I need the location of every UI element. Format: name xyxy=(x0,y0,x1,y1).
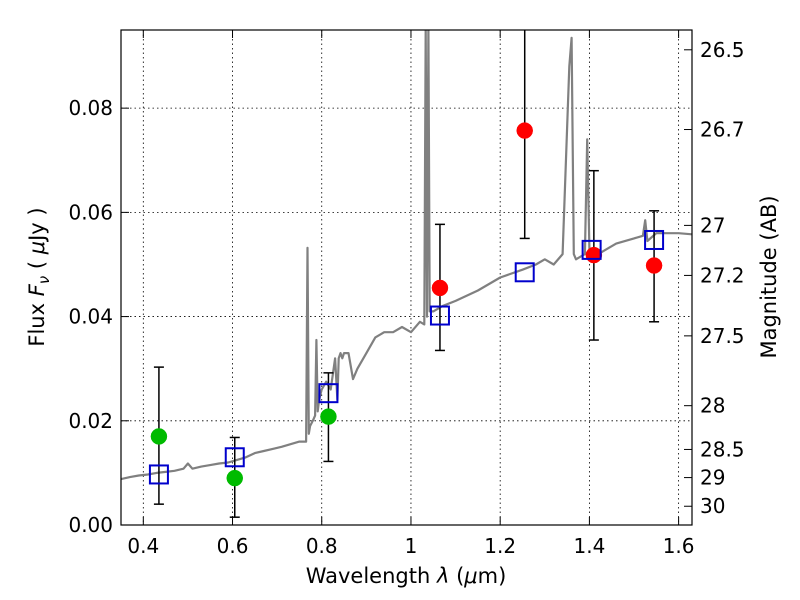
model-square xyxy=(224,447,245,468)
model-square xyxy=(318,383,339,404)
green-point xyxy=(150,428,168,445)
green-point xyxy=(226,469,244,487)
right-tick-label: 28 xyxy=(700,394,725,418)
axes: 0.4 0.6 0.8 1 1.2 1.4 1.6 0.00 0.02 0.04 0.06 0.08 2… xyxy=(68,30,745,558)
x-tick-label: 1.2 xyxy=(484,534,516,558)
y-tick-label: 0.08 xyxy=(68,96,113,120)
red-point xyxy=(585,246,603,264)
y-axis-label: Flux Fν ( μJy ) xyxy=(25,207,53,346)
data-layer xyxy=(121,30,692,481)
model-square xyxy=(514,262,535,283)
marker-layer xyxy=(148,30,665,518)
x-axis-label: Wavelength λ (μm) xyxy=(306,564,507,588)
x-tick-label: 0.6 xyxy=(217,534,249,558)
model-square xyxy=(581,239,602,260)
red-point xyxy=(431,279,449,297)
right-tick-label: 27.2 xyxy=(700,263,745,287)
plot-background xyxy=(121,30,692,525)
right-tick-label: 30 xyxy=(700,494,725,518)
y-tick-label: 0.04 xyxy=(68,305,113,329)
x-tick-label: 1.4 xyxy=(573,534,605,558)
red-point xyxy=(645,257,663,274)
right-tick-label: 27 xyxy=(700,213,725,237)
y-tick-label: 0.02 xyxy=(68,409,113,433)
model-square xyxy=(429,305,450,326)
right-tick-label: 27.5 xyxy=(700,324,745,348)
right-tick-label: 29 xyxy=(700,466,725,490)
x-tick-label: 0.4 xyxy=(127,534,159,558)
right-tick-label: 26.7 xyxy=(700,118,745,142)
plot-frame xyxy=(120,29,693,526)
model-square xyxy=(644,229,665,250)
right-tick-label: 26.5 xyxy=(700,38,745,62)
x-tick-label: 0.8 xyxy=(306,534,338,558)
spectrum-line xyxy=(121,30,692,481)
green-point xyxy=(320,408,337,425)
y-tick-label: 0.00 xyxy=(68,513,113,537)
right-tick-label: 28.5 xyxy=(700,437,745,461)
model-square xyxy=(148,464,169,485)
y-tick-label: 0.06 xyxy=(68,200,113,224)
red-point xyxy=(516,122,533,139)
y-axis-label-right: Magnitude (AB) xyxy=(757,195,781,358)
x-tick-label: 1 xyxy=(405,534,418,558)
x-tick-label: 1.6 xyxy=(663,534,695,558)
